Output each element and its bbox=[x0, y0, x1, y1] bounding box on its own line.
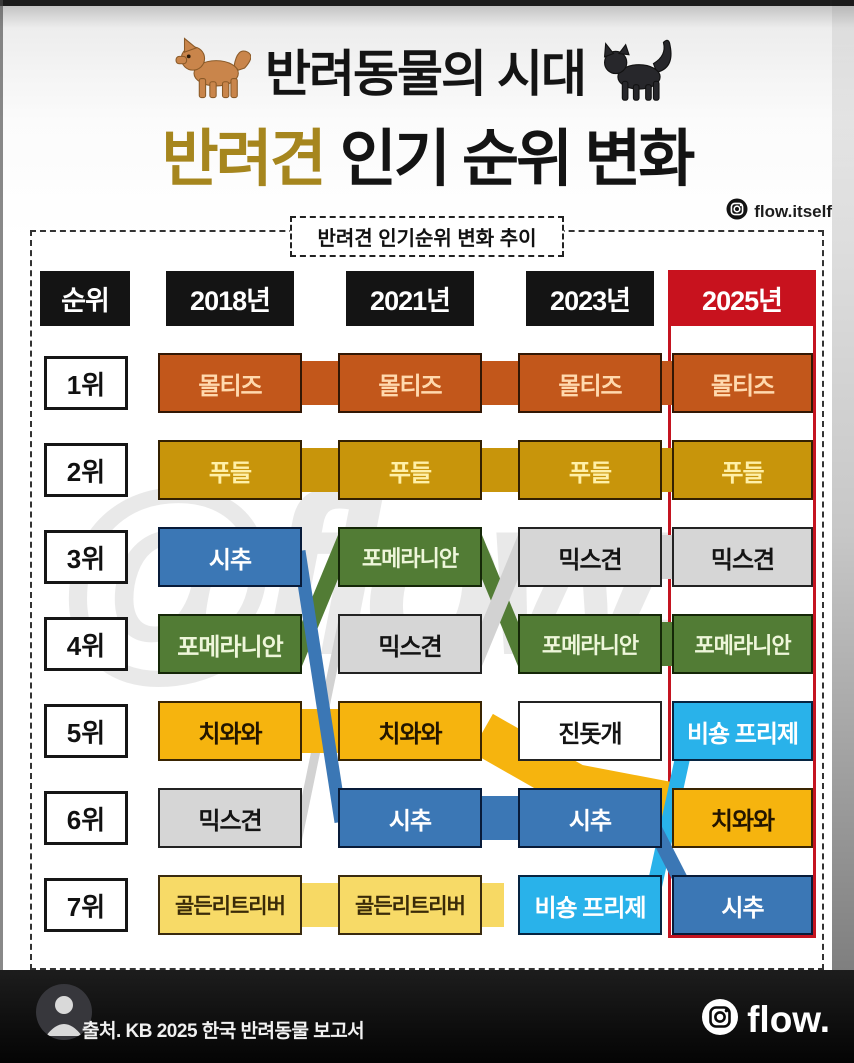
rank-3: 3위 bbox=[44, 530, 128, 584]
instagram-icon bbox=[726, 198, 748, 225]
cell-2023-r3: 믹스견 bbox=[518, 527, 662, 587]
cell-2018-r7: 골든리트리버 bbox=[158, 875, 302, 935]
instagram-handle-text: flow.itself bbox=[754, 201, 832, 221]
cell-2018-r4: 포메라니안 bbox=[158, 614, 302, 674]
cell-2023-r7: 비숑 프리제 bbox=[518, 875, 662, 935]
dog-icon bbox=[175, 30, 252, 111]
cell-2018-r6: 믹스견 bbox=[158, 788, 302, 848]
cell-2023-r2: 푸들 bbox=[518, 440, 662, 500]
source-text: 출처. KB 2025 한국 반려동물 보고서 bbox=[82, 1021, 365, 1042]
cell-2025-r3: 믹스견 bbox=[672, 527, 813, 587]
title-highlight: 반려견 bbox=[161, 125, 327, 194]
cell-2021-r3: 포메라니안 bbox=[338, 527, 482, 587]
header-2025: 2025년 bbox=[668, 270, 816, 326]
cell-2023-r4: 포메라니안 bbox=[518, 614, 662, 674]
title-line-2: 반려견 인기 순위 변화 bbox=[0, 108, 854, 198]
title-rest: 인기 순위 변화 bbox=[339, 125, 696, 194]
cell-2025-r5: 비숑 프리제 bbox=[672, 701, 813, 761]
top-border-strip bbox=[0, 0, 854, 6]
chart-caption-text: 반려견 인기순위 변화 추이 bbox=[317, 228, 537, 250]
cell-2025-r7: 시추 bbox=[672, 875, 813, 935]
cell-2023-r5: 진돗개 bbox=[518, 701, 662, 761]
cell-2025-r1: 몰티즈 bbox=[672, 353, 813, 413]
cell-2021-r7: 골든리트리버 bbox=[338, 875, 482, 935]
title-text: 반려동물의 시대 bbox=[265, 46, 587, 102]
header-rank: 순위 bbox=[40, 271, 130, 326]
cell-2023-r1: 몰티즈 bbox=[518, 353, 662, 413]
cell-2025-r6: 치와와 bbox=[672, 788, 813, 848]
title-line-1: 반려동물의 시대 bbox=[0, 28, 854, 112]
footer-logo: flow. bbox=[701, 998, 830, 1041]
avatar bbox=[36, 984, 92, 1040]
rank-7: 7위 bbox=[44, 878, 128, 932]
cell-2018-r1: 몰티즈 bbox=[158, 353, 302, 413]
cell-2025-r2: 푸들 bbox=[672, 440, 813, 500]
cell-2021-r2: 푸들 bbox=[338, 440, 482, 500]
header-2018: 2018년 bbox=[166, 271, 294, 326]
footer-bar: 출처. KB 2025 한국 반려동물 보고서 flow. bbox=[0, 970, 854, 1063]
rank-6: 6위 bbox=[44, 791, 128, 845]
rank-4: 4위 bbox=[44, 617, 128, 671]
cell-2025-r4: 포메라니안 bbox=[672, 614, 813, 674]
left-border-strip bbox=[0, 0, 3, 970]
cell-2018-r5: 치와와 bbox=[158, 701, 302, 761]
chart-caption: 반려견 인기순위 변화 추이 bbox=[290, 216, 564, 257]
instagram-handle-badge: flow.itself bbox=[726, 198, 832, 225]
black-cat-icon bbox=[599, 28, 679, 113]
header-2023: 2023년 bbox=[526, 271, 654, 326]
cell-2021-r6: 시추 bbox=[338, 788, 482, 848]
instagram-icon-footer bbox=[701, 998, 739, 1041]
cell-2018-r3: 시추 bbox=[158, 527, 302, 587]
person-icon bbox=[46, 996, 82, 1036]
header-2021: 2021년 bbox=[346, 271, 474, 326]
cell-2021-r5: 치와와 bbox=[338, 701, 482, 761]
cell-2021-r4: 믹스견 bbox=[338, 614, 482, 674]
cell-2018-r2: 푸들 bbox=[158, 440, 302, 500]
footer-logo-text: flow. bbox=[747, 998, 830, 1040]
rank-2: 2위 bbox=[44, 443, 128, 497]
rank-5: 5위 bbox=[44, 704, 128, 758]
cell-2021-r1: 몰티즈 bbox=[338, 353, 482, 413]
rank-1: 1위 bbox=[44, 356, 128, 410]
right-edge-shadow bbox=[832, 0, 854, 970]
cell-2023-r6: 시추 bbox=[518, 788, 662, 848]
